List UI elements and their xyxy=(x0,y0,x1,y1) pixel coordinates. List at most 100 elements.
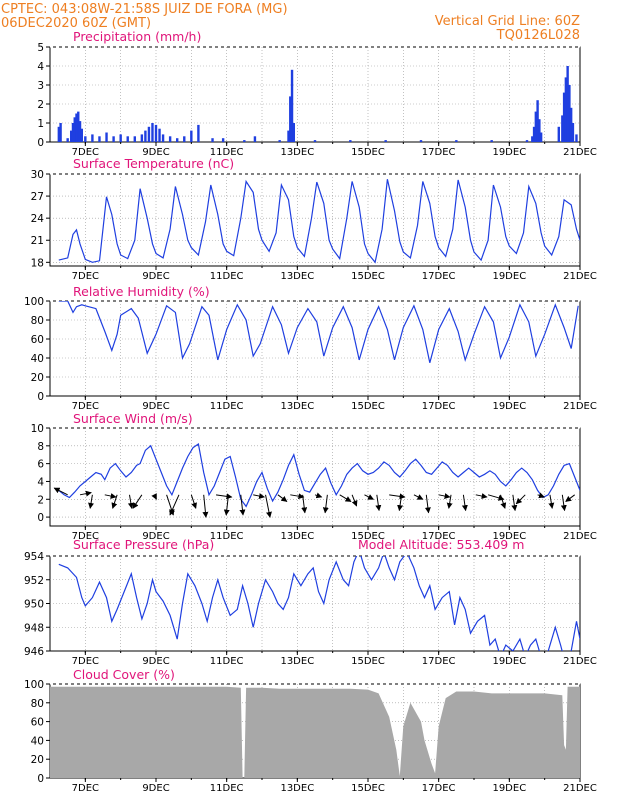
x-tick-label: 19DEC xyxy=(492,783,526,794)
precip-bar xyxy=(154,124,158,142)
cloud-area xyxy=(50,686,580,778)
precip-bar xyxy=(105,132,108,142)
x-tick-label: 19DEC xyxy=(492,401,526,412)
wind-arrow xyxy=(190,494,197,509)
y-tick-label: 946 xyxy=(24,646,44,658)
precip-bar xyxy=(75,113,78,142)
wind-arrow xyxy=(548,494,555,509)
y-tick-label: 954 xyxy=(24,551,44,563)
precip-bar xyxy=(73,117,76,142)
precip-bar xyxy=(532,126,536,142)
y-tick-label: 4 xyxy=(37,61,44,73)
plot-area xyxy=(58,179,580,264)
wind-arrow xyxy=(560,494,567,512)
x-tick-label: 7DEC xyxy=(72,147,99,158)
precip-bar xyxy=(525,140,529,142)
y-tick-label: 2 xyxy=(37,494,44,506)
y-tick-label: 80 xyxy=(31,315,44,327)
x-tick-label: 7DEC xyxy=(72,271,99,282)
precip-bar xyxy=(568,85,571,142)
y-tick-label: 20 xyxy=(31,754,44,766)
plot-area xyxy=(58,301,579,363)
x-tick-label: 11DEC xyxy=(210,531,244,542)
precip-bar xyxy=(384,140,387,142)
x-tick-label: 7DEC xyxy=(72,401,99,412)
wind-arrow xyxy=(151,493,157,500)
x-tick-label: 7DEC xyxy=(72,531,99,542)
wind-arrow xyxy=(88,494,94,509)
series-line xyxy=(58,301,579,363)
y-tick-label: 0 xyxy=(37,773,44,785)
panel-5: Surface Pressure (hPa) 946 948 950 952 954 7DE… xyxy=(24,537,597,667)
y-tick-label: 948 xyxy=(24,622,44,634)
y-tick-label: 20 xyxy=(31,372,44,384)
x-tick-label: 17DEC xyxy=(422,271,456,282)
plot-area xyxy=(57,66,578,142)
precip-bar xyxy=(292,123,295,142)
x-tick-label: 21DEC xyxy=(563,147,597,158)
precip-bar xyxy=(98,136,101,142)
x-tick-label: 15DEC xyxy=(351,656,385,667)
panel-frame xyxy=(49,173,581,267)
series-line xyxy=(58,442,580,508)
y-tick-label: 3 xyxy=(37,80,44,92)
precip-bar xyxy=(197,124,200,142)
precip-bar xyxy=(119,134,122,142)
wind-arrow xyxy=(424,494,431,514)
y-tick-label: 30 xyxy=(31,169,44,181)
precip-bar xyxy=(66,138,69,142)
wind-arrow xyxy=(500,494,507,509)
precip-bar xyxy=(70,130,73,142)
wind-arrow xyxy=(364,494,375,500)
precip-bar xyxy=(133,136,136,142)
wind-arrow xyxy=(565,494,576,502)
precip-bar xyxy=(539,132,543,142)
x-tick-label: 19DEC xyxy=(492,271,526,282)
plot-area xyxy=(58,556,580,651)
header-location: CPTEC: 043:08W-21:58S JUIZ DE FORA (MG) xyxy=(1,2,288,17)
wind-arrow xyxy=(351,494,358,507)
y-tick-label: 80 xyxy=(31,698,44,710)
x-tick-label: 13DEC xyxy=(280,656,314,667)
precip-bar xyxy=(534,111,538,142)
precip-bar xyxy=(190,130,193,142)
x-tick-label: 9DEC xyxy=(142,401,169,412)
wind-arrow xyxy=(253,493,266,499)
x-tick-label: 11DEC xyxy=(210,783,244,794)
x-tick-label: 7DEC xyxy=(72,656,99,667)
y-tick-label: 6 xyxy=(37,459,44,471)
wind-arrow xyxy=(301,494,308,514)
wind-arrow xyxy=(339,494,352,502)
precip-bar xyxy=(531,136,534,142)
wind-arrow xyxy=(169,494,180,516)
precip-bar xyxy=(57,126,61,142)
precip-bar xyxy=(287,130,290,142)
precip-bar xyxy=(221,138,225,142)
x-tick-label: 11DEC xyxy=(210,147,244,158)
x-tick-label: 15DEC xyxy=(351,147,385,158)
x-tick-label: 9DEC xyxy=(142,147,169,158)
wind-arrow xyxy=(104,493,117,499)
wind-arrow xyxy=(277,494,288,502)
y-tick-label: 8 xyxy=(37,441,44,453)
precip-bar xyxy=(290,69,294,142)
x-tick-label: 21DEC xyxy=(563,271,597,282)
x-tick-label: 13DEC xyxy=(280,531,314,542)
precip-bar xyxy=(78,121,82,142)
x-tick-label: 15DEC xyxy=(351,783,385,794)
x-tick-label: 11DEC xyxy=(210,656,244,667)
panel-1: Precipitation (mm/h) 0 1 2 3 4 5 7DEC 9DEC 11DEC 1… xyxy=(37,29,597,158)
wind-arrow xyxy=(202,494,209,518)
wind-arrow xyxy=(461,494,468,512)
y-tick-label: 100 xyxy=(24,296,44,308)
precip-bar xyxy=(211,138,214,142)
panel-4: Surface Wind (m/s) 0 2 4 6 8 10 7DEC 9DEC 11DEC 13… xyxy=(31,411,597,542)
wind-arrow xyxy=(111,494,118,509)
precip-bar xyxy=(176,138,179,142)
x-tick-label: 11DEC xyxy=(210,271,244,282)
precip-bar xyxy=(243,140,246,142)
precip-bar xyxy=(161,134,165,142)
wind-arrow xyxy=(215,493,233,500)
y-tick-label: 10 xyxy=(31,423,44,435)
precip-bar xyxy=(289,96,292,142)
